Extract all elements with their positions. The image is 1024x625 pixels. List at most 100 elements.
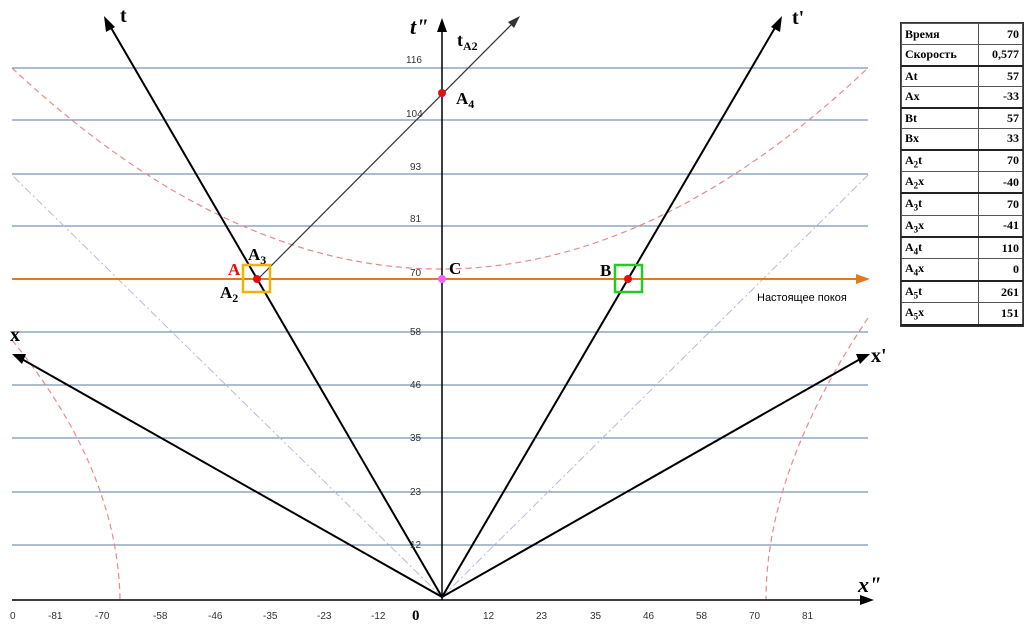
y-tick-12: 12 [410,540,422,551]
table-row: Скорость 0,577 [901,44,1024,67]
grid-lines [12,67,868,546]
table-cell-label: Bt [901,107,979,129]
light-cone-left [11,174,443,598]
values-table-body: Время 70 Скорость 0,577 At 57 Ax -33 Bt 57 Bx 33 A2t… [901,23,1024,326]
t-axis-label: t [120,5,127,27]
hyperbola-top [11,67,869,270]
t-axis [109,25,443,598]
hyperbola-right [765,317,869,601]
y-tick-23: 23 [410,487,422,498]
table-cell-value: -33 [977,86,1024,109]
table-cell-value: 0,577 [977,44,1024,67]
present-line-label: Настоящее покоя [757,292,847,304]
x-axis-arrow [12,354,26,364]
x-prime-axis-arrow [856,354,870,364]
x-double-prime-arrow [860,595,874,605]
t-double-prime-arrow [437,18,447,32]
x-axis [19,357,443,598]
table-row: A3x -41 [901,214,1024,239]
y-tick-104: 104 [406,109,423,120]
y-tick-93: 93 [410,162,422,173]
point-a3-label: A3 [248,245,266,267]
x-tick-right-81: 81 [802,611,814,622]
point-a2-label: A2 [220,283,238,305]
table-row: Bt 57 [901,107,1024,129]
table-cell-value: 70 [977,149,1024,172]
table-cell-label: Скорость [901,44,979,67]
x-tick-left-23: -23 [317,611,332,622]
table-row: A4x 0 [901,258,1024,282]
x-tick-right-23: 23 [536,611,548,622]
table-row: Ax -33 [901,86,1024,109]
x-tick-left-58: -58 [153,611,168,622]
x-tick-right-70: 70 [749,611,761,622]
t-axis-arrow [104,16,115,32]
point-b [624,275,632,283]
table-row: A2x -40 [901,170,1024,195]
table-cell-label: A4x [901,258,979,282]
t-a2-axis [257,21,515,280]
hyperbolas [11,67,869,601]
x-tick-left-0: 0 [10,611,16,622]
table-row: Время 70 [901,23,1024,45]
table-cell-value: -40 [977,170,1024,195]
y-tick-labels: 12 23 35 46 58 70 81 93 104 116 [406,55,423,551]
y-tick-81: 81 [410,214,422,225]
point-a4-label: A4 [456,89,474,111]
x-tick-left-70: -70 [95,611,110,622]
table-row: A3t 70 [901,192,1024,216]
x-prime-axis [441,357,863,598]
table-cell-value: 57 [977,65,1024,87]
table-cell-value: 57 [977,107,1024,129]
table-row: A4t 110 [901,236,1024,260]
point-b-label: B [600,261,611,280]
table-cell-label: Bx [901,128,979,151]
table-cell-value: 110 [977,236,1024,260]
box-b [613,263,644,294]
table-cell-label: A2t [901,149,979,172]
x-tick-left-46: -46 [208,611,223,622]
table-cell-value: 151 [977,302,1024,326]
table-cell-label: Время [901,23,979,45]
y-tick-46: 46 [410,380,422,391]
table-cell-label: A5x [901,302,979,326]
light-cone-right [441,174,869,598]
x-double-prime-axis-label: x" [857,572,881,597]
x-tick-left-81: -81 [48,611,63,622]
t-prime-axis-label: t' [792,7,804,29]
t-double-prime-axis-label: t" [410,14,428,39]
table-cell-value: 70 [977,192,1024,216]
x-tick-right-35: 35 [590,611,602,622]
table-cell-label: At [901,65,979,87]
x-tick-right-12: 12 [483,611,495,622]
table-cell-value: 0 [977,258,1024,282]
x-prime-axis-label: x' [871,345,887,367]
x-tick-right-58: 58 [696,611,708,622]
point-c-label: C [449,259,461,278]
x-tick-left-12: -12 [371,611,386,622]
table-cell-value: 70 [977,23,1024,45]
table-cell-label: Ax [901,86,979,109]
y-tick-70: 70 [410,268,422,279]
box-a [241,263,272,294]
x-axis-label: x [10,324,20,346]
values-table: Время 70 Скорость 0,577 At 57 Ax -33 Bt 57 Bx 33 A2t… [901,23,1024,326]
y-tick-58: 58 [410,327,422,338]
values-table-panel: Время 70 Скорость 0,577 At 57 Ax -33 Bt 57 Bx 33 A2t… [900,22,1024,327]
table-cell-label: A3t [901,192,979,216]
hyperbola-left [11,339,121,601]
point-c [438,275,446,283]
t-a2-axis-label: tA2 [457,30,478,53]
origin-label: 0 [412,608,420,624]
table-row: Bx 33 [901,128,1024,151]
table-cell-value: 261 [977,280,1024,304]
point-a-label: A [228,260,241,279]
table-row: A5x 151 [901,302,1024,326]
table-row: A2t 70 [901,149,1024,172]
t-a2-axis-arrow [508,16,520,28]
table-row: A5t 261 [901,280,1024,304]
present-line-arrow [856,274,870,284]
x-tick-labels: 0 -81 -70 -58 -46 -35 -23 -12 12 23 35 4… [10,611,814,622]
table-cell-label: A4t [901,236,979,260]
